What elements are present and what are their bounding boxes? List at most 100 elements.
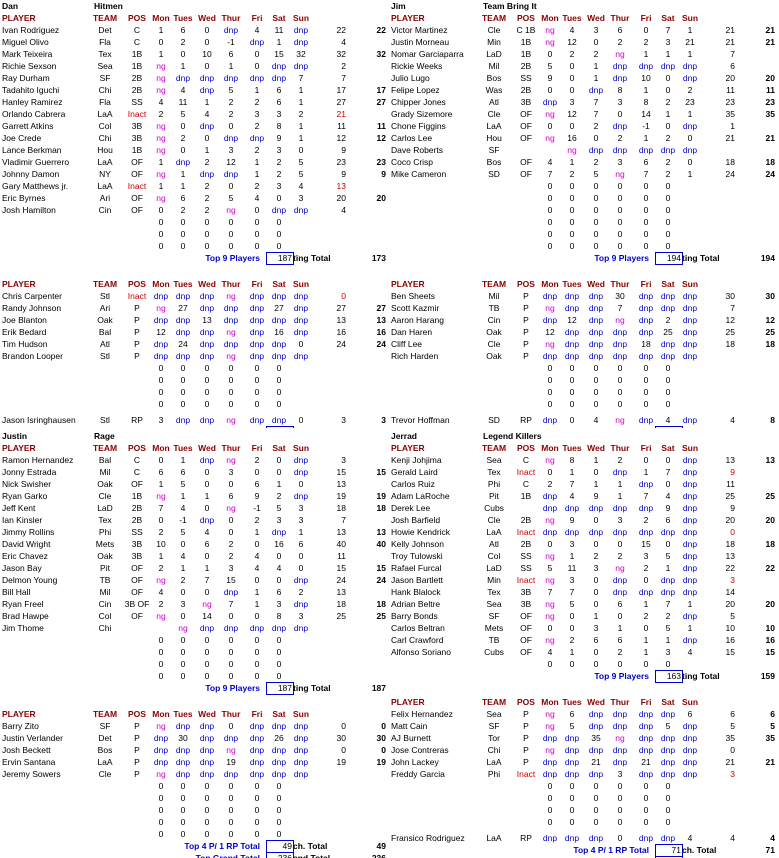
day-score: dnp — [682, 455, 698, 465]
player-name: Orlando Cabrera — [2, 109, 66, 119]
team-header: TEAM — [92, 279, 118, 289]
player-counted-total: 24 — [376, 339, 386, 349]
day-score: dnp — [249, 733, 265, 743]
day-score: 0 — [180, 539, 186, 549]
owner-name: Jim — [391, 1, 406, 11]
day-score: dnp — [612, 527, 628, 537]
day-score: dnp — [175, 721, 191, 731]
empty-slot-zero: 0 — [643, 363, 649, 373]
day-score: 1 — [687, 25, 693, 35]
day-score: ng — [156, 169, 166, 179]
empty-slot-row: 0 0 0 0 0 0 — [0, 780, 389, 792]
day-score: dnp — [638, 527, 654, 537]
day-score: 2 — [643, 563, 649, 573]
player-position: 1B — [520, 49, 532, 59]
player-position: OF — [520, 109, 532, 119]
day-score: 1 — [687, 599, 693, 609]
day-score: 3 — [298, 611, 304, 621]
day-score: 7 — [665, 599, 671, 609]
day-score: 0 — [593, 133, 599, 143]
day-score: 0 — [276, 575, 282, 585]
player-header: PLAYER — [2, 13, 36, 23]
day-score: dnp — [271, 623, 287, 633]
player-counted-total: 15 — [376, 467, 386, 477]
day-score: 0 — [547, 623, 553, 633]
day-header-sun: Sun — [292, 443, 310, 453]
player-row: Carlos Beltran Mets OF 0 0 3 1 0 5 1 10 10 — [389, 622, 778, 634]
player-position: P — [523, 315, 529, 325]
player-position: OF — [131, 169, 143, 179]
day-score: dnp — [175, 327, 191, 337]
day-score: 1 — [593, 61, 599, 71]
day-score: dnp — [682, 479, 698, 489]
day-score: dnp — [249, 415, 265, 425]
empty-slot-zero: 0 — [254, 241, 260, 251]
empty-slot-zero: 0 — [665, 375, 671, 385]
player-name: Coco Crisp — [391, 157, 434, 167]
player-position: P — [134, 733, 140, 743]
day-score: dnp — [682, 491, 698, 501]
summary-trail: and Total — [293, 853, 331, 858]
day-score: 16 — [274, 539, 284, 549]
player-name: Jeremy Sowers — [2, 769, 61, 779]
day-score: dnp — [249, 303, 265, 313]
player-total: 21 — [725, 37, 735, 47]
day-score: 1 — [298, 121, 304, 131]
summary-value: 187 — [277, 253, 292, 263]
empty-slot-zero: 0 — [276, 829, 282, 839]
day-score: dnp — [660, 745, 676, 755]
day-score: ng — [615, 315, 625, 325]
day-score: 5 — [180, 527, 186, 537]
empty-slot-zero: 0 — [204, 399, 210, 409]
player-team: Ari — [99, 303, 111, 313]
player-position: OF — [131, 611, 143, 621]
summary-value: 163 — [666, 671, 681, 681]
player-counted-total: 21 — [765, 757, 775, 767]
player-row: Carl Crawford TB OF ng 2 6 6 1 1 dnp 16 16 — [389, 634, 778, 646]
day-score: 1 — [643, 647, 649, 657]
day-score: dnp — [293, 37, 309, 47]
day-score: ng — [226, 351, 236, 361]
day-score: 12 — [567, 109, 577, 119]
empty-slot-zero: 0 — [569, 205, 575, 215]
day-score: dnp — [153, 291, 169, 301]
day-score: 0 — [298, 415, 304, 425]
summary-label: Top 9 Players — [205, 683, 260, 693]
empty-slot-zero: 0 — [593, 659, 599, 669]
day-score: dnp — [682, 415, 698, 425]
player-name: Gerald Laird — [391, 467, 438, 477]
player-name: Justin Morneau — [391, 37, 450, 47]
day-score: 12 — [156, 327, 166, 337]
empty-slot-row: 0 0 0 0 0 0 — [0, 386, 389, 398]
day-header-wed: Wed — [198, 13, 216, 23]
player-position: 1B — [131, 145, 143, 155]
player-total: 35 — [725, 733, 735, 743]
player-row: Jason Bay Pit OF 2 1 1 3 4 4 0 15 15 — [0, 562, 389, 574]
day-score: dnp — [223, 73, 239, 83]
player-team: Chi — [487, 745, 501, 755]
day-score: dnp — [612, 757, 628, 767]
empty-slot-zero: 0 — [643, 193, 649, 203]
player-name: Rickie Weeks — [391, 61, 443, 71]
player-name: Felix Hernandez — [391, 709, 453, 719]
day-score: 6 — [617, 599, 623, 609]
empty-slot-zero: 0 — [158, 375, 164, 385]
day-score: 0 — [617, 611, 623, 621]
day-score: 1 — [569, 647, 575, 657]
player-position: P — [134, 327, 140, 337]
player-name: Ryan Garko — [2, 491, 48, 501]
day-score: dnp — [682, 587, 698, 597]
player-counted-total: 25 — [376, 611, 386, 621]
pos-header: POS — [517, 443, 535, 453]
day-score: dnp — [638, 745, 654, 755]
day-score: 2 — [617, 647, 623, 657]
empty-slot-zero: 0 — [643, 793, 649, 803]
day-score: 2 — [254, 97, 260, 107]
day-score: 6 — [276, 97, 282, 107]
player-team: SF — [488, 145, 500, 155]
empty-slot-zero: 0 — [228, 399, 234, 409]
player-total: 20 — [336, 193, 346, 203]
day-score: dnp — [153, 315, 169, 325]
day-score: dnp — [682, 611, 698, 621]
